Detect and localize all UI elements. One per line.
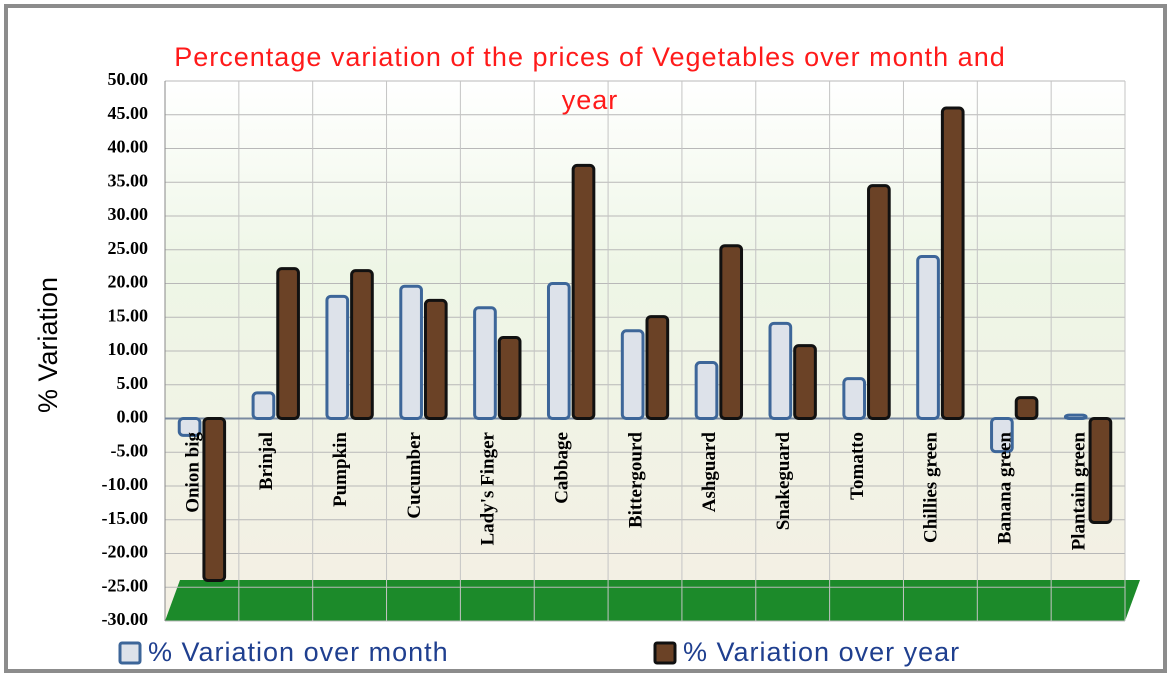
x-tick-label: Chillies green bbox=[921, 432, 942, 543]
y-tick-label: 0.00 bbox=[117, 407, 149, 427]
bar bbox=[696, 362, 717, 418]
x-tick-label: Bittergourd bbox=[625, 432, 646, 528]
bar bbox=[278, 269, 299, 419]
bar bbox=[253, 393, 274, 419]
bar bbox=[622, 331, 643, 419]
bar bbox=[795, 346, 816, 419]
bar bbox=[647, 317, 668, 419]
y-tick-label: 35.00 bbox=[108, 170, 149, 190]
bar bbox=[573, 165, 594, 418]
x-tick-label: Plantain green bbox=[1068, 432, 1089, 551]
y-tick-label: -30.00 bbox=[102, 609, 149, 629]
legend-label: % Variation over year bbox=[683, 637, 960, 667]
bar bbox=[1065, 415, 1086, 418]
chart-title: Percentage variation of the prices of Ve… bbox=[150, 36, 1030, 122]
y-tick-label: 45.00 bbox=[108, 103, 149, 123]
bar bbox=[1090, 419, 1111, 523]
y-tick-label: 30.00 bbox=[108, 204, 149, 224]
bar bbox=[425, 300, 446, 418]
y-tick-label: 25.00 bbox=[108, 238, 149, 258]
y-axis-title: % Variation bbox=[33, 277, 63, 413]
bar bbox=[844, 379, 865, 419]
y-tick-label: 15.00 bbox=[108, 305, 149, 325]
x-tick-label: Ashguard bbox=[699, 432, 720, 513]
bar bbox=[1016, 398, 1037, 419]
bar bbox=[475, 308, 496, 419]
bar bbox=[352, 271, 373, 419]
x-tick-label: Onion big bbox=[182, 432, 203, 513]
x-tick-label: Cabbage bbox=[552, 432, 573, 504]
y-tick-label: 50.00 bbox=[108, 69, 149, 89]
x-tick-label: Banana green bbox=[995, 432, 1016, 545]
bar bbox=[869, 186, 890, 419]
legend-swatch bbox=[120, 643, 140, 663]
bar bbox=[721, 246, 742, 419]
bar bbox=[548, 284, 569, 419]
bar bbox=[499, 338, 520, 419]
y-tick-label: 20.00 bbox=[108, 272, 149, 292]
x-tick-label: Brinjal bbox=[256, 432, 277, 490]
y-tick-label: -5.00 bbox=[111, 440, 149, 460]
bar bbox=[770, 323, 791, 418]
bar bbox=[918, 257, 939, 419]
y-tick-label: 10.00 bbox=[108, 339, 149, 359]
y-tick-label: -15.00 bbox=[102, 508, 149, 528]
bar bbox=[401, 286, 422, 418]
x-tick-label: Lady's Finger bbox=[478, 431, 499, 545]
bar bbox=[327, 296, 348, 418]
bar bbox=[942, 108, 963, 419]
x-tick-label: Snakeguard bbox=[773, 432, 794, 531]
y-tick-label: -20.00 bbox=[102, 542, 149, 562]
y-tick-label: 40.00 bbox=[108, 137, 149, 157]
y-tick-label: -25.00 bbox=[102, 575, 149, 595]
y-tick-label: -10.00 bbox=[102, 474, 149, 494]
x-tick-label: Cucumber bbox=[404, 431, 425, 518]
x-tick-label: Pumpkin bbox=[330, 432, 351, 507]
floor bbox=[165, 580, 1140, 621]
y-tick-label: 5.00 bbox=[117, 373, 149, 393]
bar bbox=[204, 419, 225, 581]
x-tick-label: Tomatto bbox=[847, 432, 868, 500]
legend-swatch bbox=[655, 643, 675, 663]
legend-label: % Variation over month bbox=[148, 637, 449, 667]
